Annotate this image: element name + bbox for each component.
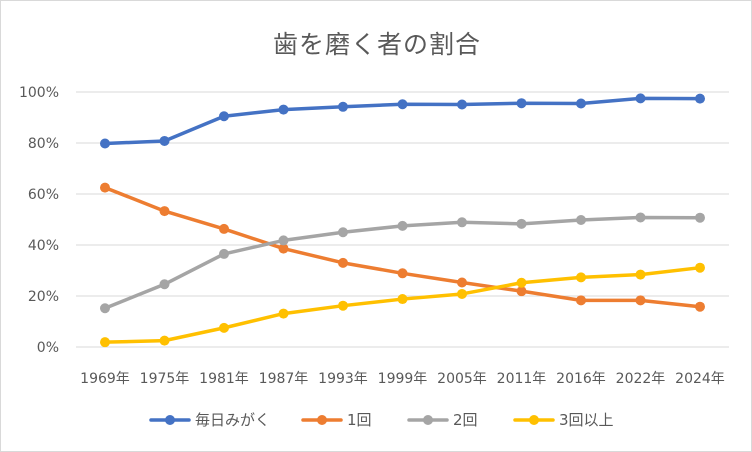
data-point — [695, 262, 705, 273]
data-point — [100, 182, 110, 193]
data-point — [397, 294, 408, 305]
data-point — [635, 269, 646, 280]
data-point — [516, 218, 527, 229]
x-tick-label: 1981年 — [199, 371, 249, 387]
data-point — [219, 322, 229, 333]
legend-marker — [317, 415, 327, 425]
x-tick-label: 1999年 — [378, 371, 428, 387]
x-tick-label: 1993年 — [318, 371, 368, 387]
data-point — [338, 257, 348, 268]
x-tick-label: 1975年 — [140, 371, 190, 387]
legend-label: 毎日みがく — [195, 411, 270, 429]
legend-item: 毎日みがく — [149, 411, 270, 429]
data-point — [516, 286, 527, 297]
x-tick-label: 2022年 — [616, 371, 666, 387]
x-tick-label: 1969年 — [80, 371, 130, 387]
chart-title: 歯を磨く者の割合 — [272, 30, 481, 59]
data-point — [338, 101, 348, 112]
series-group — [100, 262, 705, 348]
x-tick-label: 2011年 — [497, 371, 547, 387]
legend-marker — [165, 415, 175, 425]
legend-label: 2回 — [453, 411, 478, 429]
data-point — [457, 288, 467, 299]
data-point — [100, 138, 110, 149]
data-point — [159, 279, 170, 290]
data-point — [397, 99, 408, 110]
data-point — [695, 301, 705, 312]
data-point — [278, 243, 289, 254]
x-tick-label: 2005年 — [437, 371, 487, 387]
data-point — [635, 93, 646, 104]
legend-marker — [423, 415, 433, 425]
y-tick-label: 100% — [19, 85, 59, 101]
data-point — [278, 104, 289, 115]
y-tick-label: 80% — [28, 136, 59, 152]
series-group — [100, 212, 705, 314]
data-point — [397, 220, 408, 231]
legend-item: 3回以上 — [513, 411, 614, 429]
data-point — [457, 99, 467, 110]
data-point — [516, 277, 527, 288]
y-tick-label: 20% — [28, 289, 59, 305]
data-point — [516, 98, 527, 109]
series-group — [100, 93, 705, 149]
data-point — [576, 215, 586, 226]
data-point — [635, 295, 646, 306]
data-point — [100, 337, 110, 348]
series-line — [103, 265, 702, 344]
y-axis-ticks: 0% 20% 40% 60% 80% 100% — [19, 85, 59, 356]
legend: 毎日みがく 1回 2回 3回以上 — [149, 411, 614, 429]
data-point — [219, 111, 229, 122]
legend-marker — [529, 415, 539, 425]
data-point — [635, 212, 646, 223]
data-point — [695, 93, 705, 104]
data-point — [159, 335, 170, 346]
series-group — [100, 182, 705, 312]
y-tick-label: 60% — [28, 187, 59, 203]
series-lines — [100, 93, 705, 348]
data-point — [338, 227, 348, 238]
data-point — [576, 272, 586, 283]
data-point — [576, 98, 586, 109]
data-point — [219, 248, 229, 259]
data-point — [219, 223, 229, 234]
y-tick-label: 40% — [28, 238, 59, 254]
data-point — [695, 212, 705, 223]
data-point — [457, 217, 467, 228]
x-tick-label: 2024年 — [675, 371, 725, 387]
y-tick-label: 0% — [37, 340, 59, 356]
data-point — [397, 268, 408, 279]
data-point — [457, 277, 467, 288]
legend-item: 2回 — [407, 411, 478, 429]
legend-item: 1回 — [301, 411, 372, 429]
data-point — [159, 206, 170, 217]
legend-label: 1回 — [347, 411, 372, 429]
x-tick-label: 2016年 — [556, 371, 606, 387]
data-point — [278, 235, 289, 246]
series-line — [103, 185, 702, 309]
data-point — [100, 303, 110, 314]
data-point — [278, 308, 289, 319]
x-tick-label: 1987年 — [259, 371, 309, 387]
data-point — [338, 300, 348, 311]
x-axis-ticks: 1969年 1975年 1981年 1987年 1993年 1999年 2005年 2011年… — [80, 371, 725, 387]
data-point — [576, 295, 586, 306]
legend-label: 3回以上 — [559, 411, 614, 429]
data-point — [159, 135, 170, 146]
